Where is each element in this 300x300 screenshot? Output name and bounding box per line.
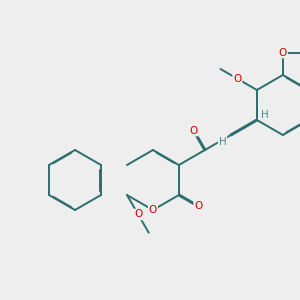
Text: O: O — [134, 209, 142, 220]
Text: O: O — [279, 47, 287, 58]
Text: O: O — [194, 201, 202, 211]
Text: O: O — [233, 74, 242, 84]
Text: H: H — [261, 110, 269, 120]
Text: H: H — [219, 136, 226, 147]
Text: O: O — [190, 125, 198, 136]
Text: O: O — [149, 205, 157, 215]
